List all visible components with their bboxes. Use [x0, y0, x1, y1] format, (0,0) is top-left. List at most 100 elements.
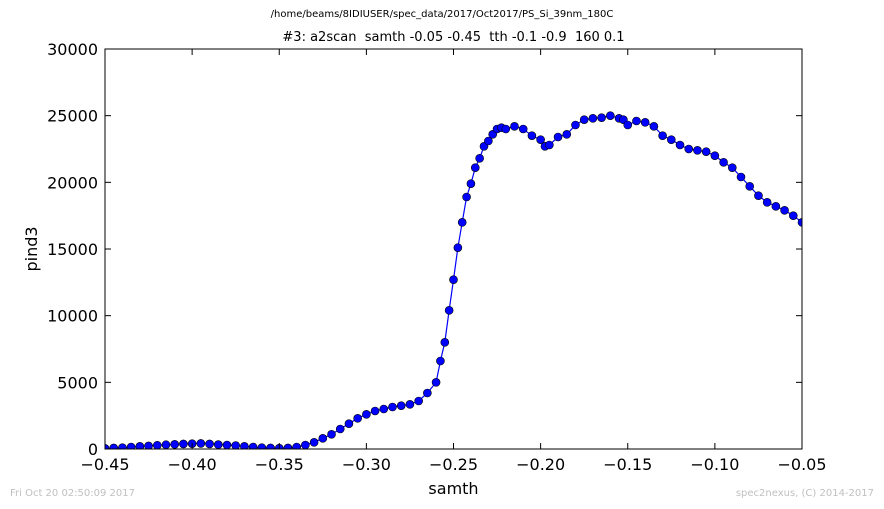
data-point	[423, 388, 432, 398]
data-point	[248, 442, 258, 449]
footer-timestamp: Fri Oct 20 02:50:09 2017	[10, 488, 136, 499]
x-axis-label: samth	[428, 479, 478, 498]
data-point	[623, 120, 633, 130]
data-point	[283, 443, 293, 449]
y-tick-label: 30000	[47, 40, 98, 59]
x-tick-label: −0.35	[255, 455, 304, 474]
data-point	[405, 400, 415, 409]
chart-title: #3: a2scan samth -0.05 -0.45 tth -0.1 -0…	[282, 30, 625, 45]
data-point	[301, 440, 310, 449]
data-point	[640, 118, 650, 127]
data-point	[222, 440, 232, 449]
y-tick-label: 10000	[47, 307, 98, 326]
x-tick-label: −0.15	[603, 455, 652, 474]
data-point	[597, 113, 606, 122]
data-point	[205, 439, 214, 449]
data-point	[745, 182, 755, 191]
data-point	[105, 444, 110, 449]
data-point	[292, 442, 301, 449]
data-point	[518, 124, 528, 134]
y-tick-label: 15000	[47, 240, 98, 259]
data-point	[327, 430, 336, 439]
data-point	[379, 404, 389, 414]
data-point	[462, 192, 471, 202]
data-point	[109, 443, 119, 449]
data-point	[152, 440, 162, 449]
series-layer	[105, 111, 802, 449]
data-point	[571, 120, 580, 130]
data-point	[431, 378, 441, 387]
x-tick-label: −0.25	[429, 455, 478, 474]
data-point	[353, 414, 362, 423]
data-point	[649, 122, 659, 131]
data-point	[457, 218, 467, 227]
data-point	[318, 434, 328, 443]
data-point	[588, 114, 598, 123]
data-point	[118, 443, 127, 449]
y-tick-label: 5000	[57, 373, 98, 392]
x-tick-label: −0.10	[690, 455, 739, 474]
x-tick-label: −0.40	[168, 455, 217, 474]
data-point	[632, 116, 641, 126]
data-point	[196, 439, 206, 448]
data-point	[266, 443, 275, 449]
x-tick-label: −0.45	[80, 455, 129, 474]
data-point	[780, 206, 789, 215]
data-point	[453, 243, 463, 252]
data-point	[144, 441, 153, 449]
y-tick-label: 0	[88, 440, 98, 459]
data-point	[449, 275, 458, 284]
y-axis-label: pind3	[22, 226, 41, 271]
data-point	[606, 111, 615, 120]
data-point	[501, 124, 511, 134]
data-point	[466, 179, 476, 188]
data-point	[545, 140, 554, 150]
axes-frame	[104, 48, 803, 450]
tick-layer: −0.45 −0.40 −0.35 −0.30 −0.25 −0.20 −0.15 −0.10…	[47, 40, 826, 474]
data-point	[797, 218, 802, 227]
data-point	[484, 136, 493, 146]
x-tick-label: −0.20	[516, 455, 565, 474]
data-point	[658, 131, 667, 140]
data-point	[126, 442, 136, 449]
data-point	[719, 158, 728, 167]
data-point	[693, 146, 702, 155]
data-point	[475, 154, 484, 163]
data-point	[257, 443, 267, 449]
data-point	[553, 132, 563, 142]
data-point	[309, 438, 319, 447]
data-point	[675, 140, 685, 150]
data-point	[396, 401, 406, 410]
x-tick-label: −0.05	[777, 455, 826, 474]
data-point	[762, 198, 772, 207]
data-point	[727, 163, 737, 172]
data-point	[231, 441, 240, 449]
data-point	[135, 442, 145, 449]
data-point	[736, 172, 746, 182]
figure-suptitle: /home/beams/8IDIUSER/spec_data/2017/Oct2…	[270, 9, 614, 20]
y-tick-label: 20000	[47, 173, 98, 192]
data-point	[213, 440, 223, 449]
data-point	[754, 191, 763, 200]
data-point	[684, 144, 694, 154]
data-point	[444, 306, 454, 315]
data-point	[362, 410, 371, 419]
data-point	[179, 439, 188, 449]
data-point	[170, 440, 179, 449]
data-point	[335, 424, 345, 434]
data-point	[536, 135, 545, 144]
data-point	[161, 440, 171, 449]
data-point	[701, 147, 711, 156]
data-point	[240, 442, 249, 449]
data-point	[344, 419, 354, 428]
data-point	[788, 211, 798, 220]
data-point	[771, 202, 781, 211]
data-point	[388, 402, 397, 412]
data-point	[370, 406, 380, 416]
data-point	[414, 396, 423, 406]
data-point	[710, 151, 720, 160]
y-tick-label: 25000	[47, 107, 98, 126]
data-point	[579, 115, 589, 124]
data-point	[470, 163, 480, 172]
